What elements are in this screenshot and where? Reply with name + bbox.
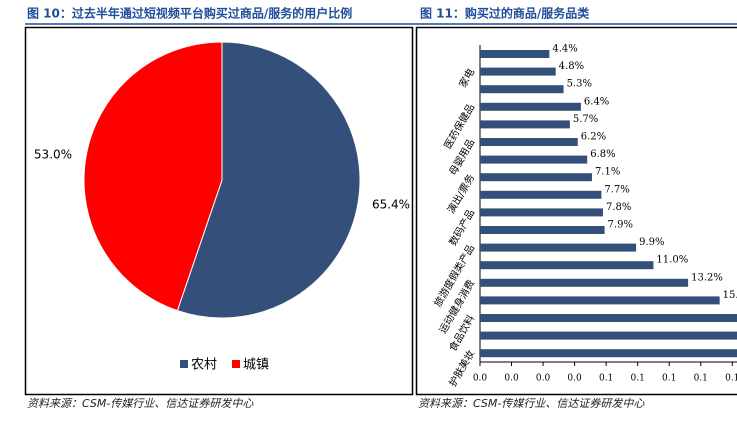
data-label: 4.8% — [559, 61, 584, 72]
bar — [480, 349, 737, 358]
x-tick-label: 0.0 — [473, 374, 488, 384]
data-label: 6.4% — [584, 96, 609, 107]
data-label: 6.2% — [581, 132, 606, 143]
data-label: 15.2% — [723, 290, 737, 301]
data-label: 11.0% — [656, 255, 688, 266]
bar — [480, 331, 737, 340]
bar — [480, 226, 605, 234]
data-label: 13.2% — [691, 272, 723, 283]
x-tick-label: 0.1 — [599, 374, 613, 384]
data-label: 7.1% — [595, 167, 620, 178]
bar — [480, 278, 689, 287]
pie-slice — [83, 41, 223, 312]
data-label: 4.4% — [552, 44, 577, 55]
x-tick-label: 0.1 — [662, 374, 676, 384]
data-label: 7.9% — [608, 220, 633, 231]
source-note: 资料来源：CSM-传媒行业、信达证券研发中心 — [418, 397, 645, 410]
legend-swatch — [232, 360, 240, 368]
bar — [480, 261, 654, 270]
data-label: 5.3% — [567, 79, 592, 90]
data-label: 5.7% — [573, 114, 598, 125]
legend-swatch — [180, 360, 188, 368]
data-label: 7.8% — [606, 202, 631, 213]
bar — [480, 208, 603, 217]
pie-slice — [176, 41, 361, 319]
x-tick-label: 0.1 — [631, 374, 645, 384]
x-tick-label: 0.1 — [694, 374, 708, 384]
bar — [480, 120, 570, 129]
bar — [480, 173, 592, 182]
y-tick-label: 旅游度假类产品 — [431, 242, 477, 309]
bar — [480, 138, 578, 146]
y-tick-label: 演出/票务 — [444, 172, 477, 216]
bar — [480, 314, 737, 322]
bar — [480, 50, 550, 58]
bar-chart: 0.0 0.0 0.0 0.0 0.1 0.1 0.1 0.1 0.1 4.4% 4.8% 家电 5.3… — [431, 44, 737, 389]
x-tick-label: 0.1 — [725, 374, 737, 384]
bar — [480, 67, 556, 76]
panel-frame — [415, 26, 737, 396]
data-label: 65.4% — [372, 197, 410, 211]
legend-label: 农村 — [191, 358, 217, 373]
source-note: 资料来源：CSM-传媒行业、信达证券研发中心 — [27, 397, 254, 410]
x-tick-label: 0.0 — [536, 374, 551, 384]
data-label: 7.7% — [604, 184, 629, 195]
bar — [480, 190, 602, 199]
panel-frame — [24, 26, 414, 396]
bar — [480, 155, 588, 164]
bar — [480, 85, 564, 94]
y-tick-label: 家电 — [456, 66, 477, 90]
chart-title: 图 10：过去半年通过短视频平台购买过商品/服务的用户比例 — [27, 6, 352, 21]
legend-label: 城镇 — [243, 358, 269, 373]
data-label: 9.9% — [639, 237, 664, 248]
data-label: 53.0% — [34, 148, 72, 162]
x-tick-label: 0.0 — [504, 374, 519, 384]
chart-title: 图 11：购买过的商品/服务品类 — [420, 6, 590, 21]
bar — [480, 296, 720, 305]
bar — [480, 243, 637, 252]
x-tick-label: 0.0 — [567, 374, 582, 384]
data-label: 6.8% — [590, 149, 615, 160]
bar — [480, 102, 581, 111]
